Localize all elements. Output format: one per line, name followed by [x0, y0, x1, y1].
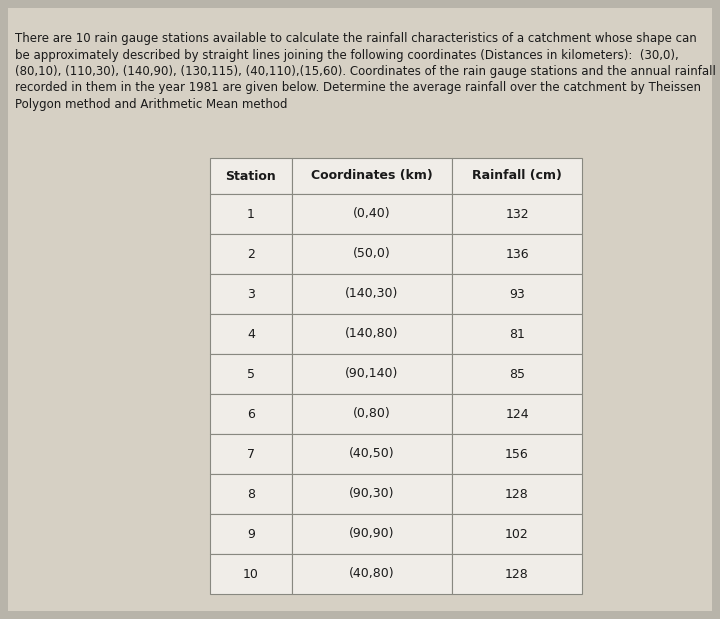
Text: (40,80): (40,80): [349, 568, 395, 581]
Text: (90,90): (90,90): [349, 527, 395, 540]
Text: 81: 81: [509, 327, 525, 340]
Bar: [210, 314, 292, 354]
Text: Station: Station: [225, 170, 276, 183]
Text: Polygon method and Arithmetic Mean method: Polygon method and Arithmetic Mean metho…: [15, 98, 287, 111]
Text: 124: 124: [505, 407, 528, 420]
Bar: [292, 274, 452, 314]
Bar: [210, 354, 292, 394]
Bar: [292, 234, 452, 274]
Bar: [292, 474, 452, 514]
Bar: [210, 434, 292, 474]
Text: be approximately described by straight lines joining the following coordinates (: be approximately described by straight l…: [15, 48, 679, 61]
Bar: [210, 514, 292, 554]
Text: (0,80): (0,80): [353, 407, 391, 420]
Bar: [292, 194, 452, 234]
Text: 8: 8: [247, 488, 255, 501]
Text: (0,40): (0,40): [354, 207, 391, 220]
Text: recorded in them in the year 1981 are given below. Determine the average rainfal: recorded in them in the year 1981 are gi…: [15, 82, 701, 95]
Text: 3: 3: [247, 287, 255, 300]
Text: 10: 10: [243, 568, 259, 581]
Bar: [452, 394, 582, 434]
Text: 132: 132: [505, 207, 528, 220]
Text: (90,140): (90,140): [346, 368, 399, 381]
Text: 5: 5: [247, 368, 255, 381]
Text: 128: 128: [505, 488, 529, 501]
Text: 136: 136: [505, 248, 528, 261]
Bar: [210, 554, 292, 594]
Bar: [452, 314, 582, 354]
Bar: [292, 554, 452, 594]
Text: Rainfall (cm): Rainfall (cm): [472, 170, 562, 183]
Bar: [452, 234, 582, 274]
Text: 93: 93: [509, 287, 525, 300]
Bar: [452, 274, 582, 314]
Text: There are 10 rain gauge stations available to calculate the rainfall characteris: There are 10 rain gauge stations availab…: [15, 32, 697, 45]
Text: Coordinates (km): Coordinates (km): [311, 170, 433, 183]
Bar: [292, 314, 452, 354]
Bar: [210, 234, 292, 274]
Bar: [210, 394, 292, 434]
Bar: [452, 554, 582, 594]
Bar: [210, 474, 292, 514]
Text: (50,0): (50,0): [353, 248, 391, 261]
Text: 4: 4: [247, 327, 255, 340]
Bar: [452, 514, 582, 554]
Text: 156: 156: [505, 448, 529, 461]
Bar: [452, 354, 582, 394]
Text: 2: 2: [247, 248, 255, 261]
Bar: [292, 514, 452, 554]
Text: (90,30): (90,30): [349, 488, 395, 501]
Bar: [210, 158, 292, 194]
Bar: [452, 434, 582, 474]
Bar: [292, 394, 452, 434]
Text: 85: 85: [509, 368, 525, 381]
Bar: [292, 434, 452, 474]
Text: 7: 7: [247, 448, 255, 461]
Text: (80,10), (110,30), (140,90), (130,115), (40,110),(15,60). Coordinates of the rai: (80,10), (110,30), (140,90), (130,115), …: [15, 65, 716, 78]
Bar: [292, 158, 452, 194]
Bar: [210, 274, 292, 314]
Text: 9: 9: [247, 527, 255, 540]
Bar: [452, 474, 582, 514]
Text: (40,50): (40,50): [349, 448, 395, 461]
Bar: [452, 158, 582, 194]
Bar: [452, 194, 582, 234]
Bar: [292, 354, 452, 394]
Text: 6: 6: [247, 407, 255, 420]
Text: 102: 102: [505, 527, 529, 540]
Text: (140,30): (140,30): [346, 287, 399, 300]
Text: 1: 1: [247, 207, 255, 220]
Text: (140,80): (140,80): [346, 327, 399, 340]
Bar: [210, 194, 292, 234]
Text: 128: 128: [505, 568, 529, 581]
